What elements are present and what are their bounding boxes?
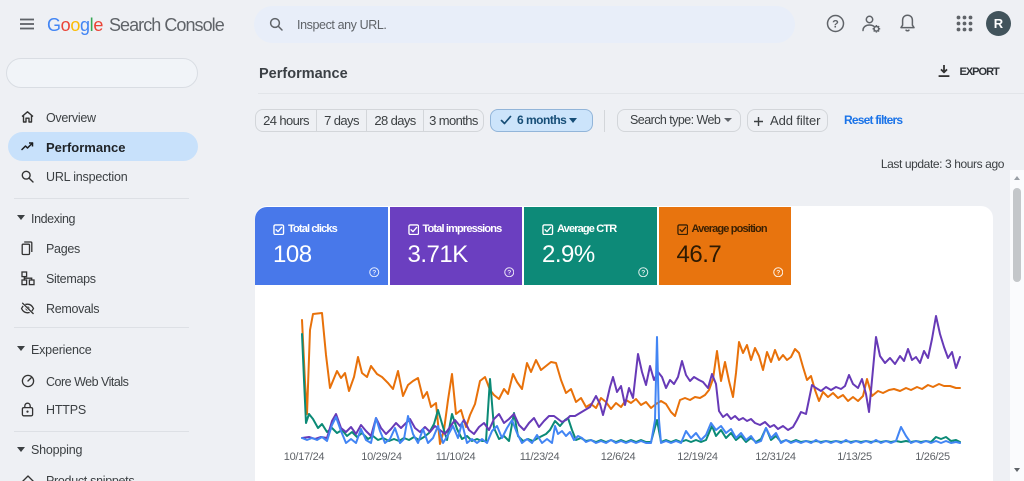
- svg-text:?: ?: [832, 18, 839, 30]
- svg-text:?: ?: [372, 269, 376, 276]
- svg-text:?: ?: [641, 269, 645, 276]
- svg-text:?: ?: [776, 269, 780, 276]
- svg-text:?: ?: [507, 269, 511, 276]
